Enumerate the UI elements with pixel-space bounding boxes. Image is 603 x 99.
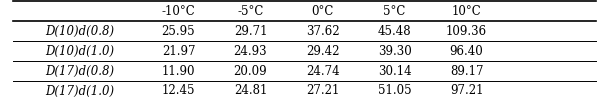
Text: 27.21: 27.21 xyxy=(306,84,339,98)
Text: 29.71: 29.71 xyxy=(234,25,267,38)
Text: 51.05: 51.05 xyxy=(377,84,411,98)
Text: 21.97: 21.97 xyxy=(162,45,195,58)
Text: 109.36: 109.36 xyxy=(446,25,487,38)
Text: 11.90: 11.90 xyxy=(162,65,195,78)
Text: 96.40: 96.40 xyxy=(450,45,484,58)
Text: -10°C: -10°C xyxy=(162,5,195,18)
Text: D(10)d(1.0): D(10)d(1.0) xyxy=(45,45,114,58)
Text: -5°C: -5°C xyxy=(238,5,264,18)
Text: D(17)d(1.0): D(17)d(1.0) xyxy=(45,84,114,98)
Text: 25.95: 25.95 xyxy=(162,25,195,38)
Text: 37.62: 37.62 xyxy=(306,25,339,38)
Text: 5°C: 5°C xyxy=(384,5,406,18)
Text: 12.45: 12.45 xyxy=(162,84,195,98)
Text: 24.93: 24.93 xyxy=(234,45,267,58)
Text: 24.81: 24.81 xyxy=(234,84,267,98)
Text: 20.09: 20.09 xyxy=(234,65,267,78)
Text: D(17)d(0.8): D(17)d(0.8) xyxy=(45,65,114,78)
Text: D(10)d(0.8): D(10)d(0.8) xyxy=(45,25,114,38)
Text: 29.42: 29.42 xyxy=(306,45,339,58)
Text: 89.17: 89.17 xyxy=(450,65,484,78)
Text: 97.21: 97.21 xyxy=(450,84,484,98)
Text: 0°C: 0°C xyxy=(311,5,333,18)
Text: 45.48: 45.48 xyxy=(377,25,411,38)
Text: 30.14: 30.14 xyxy=(377,65,411,78)
Text: 39.30: 39.30 xyxy=(377,45,411,58)
Text: 10°C: 10°C xyxy=(452,5,481,18)
Text: 24.74: 24.74 xyxy=(306,65,339,78)
